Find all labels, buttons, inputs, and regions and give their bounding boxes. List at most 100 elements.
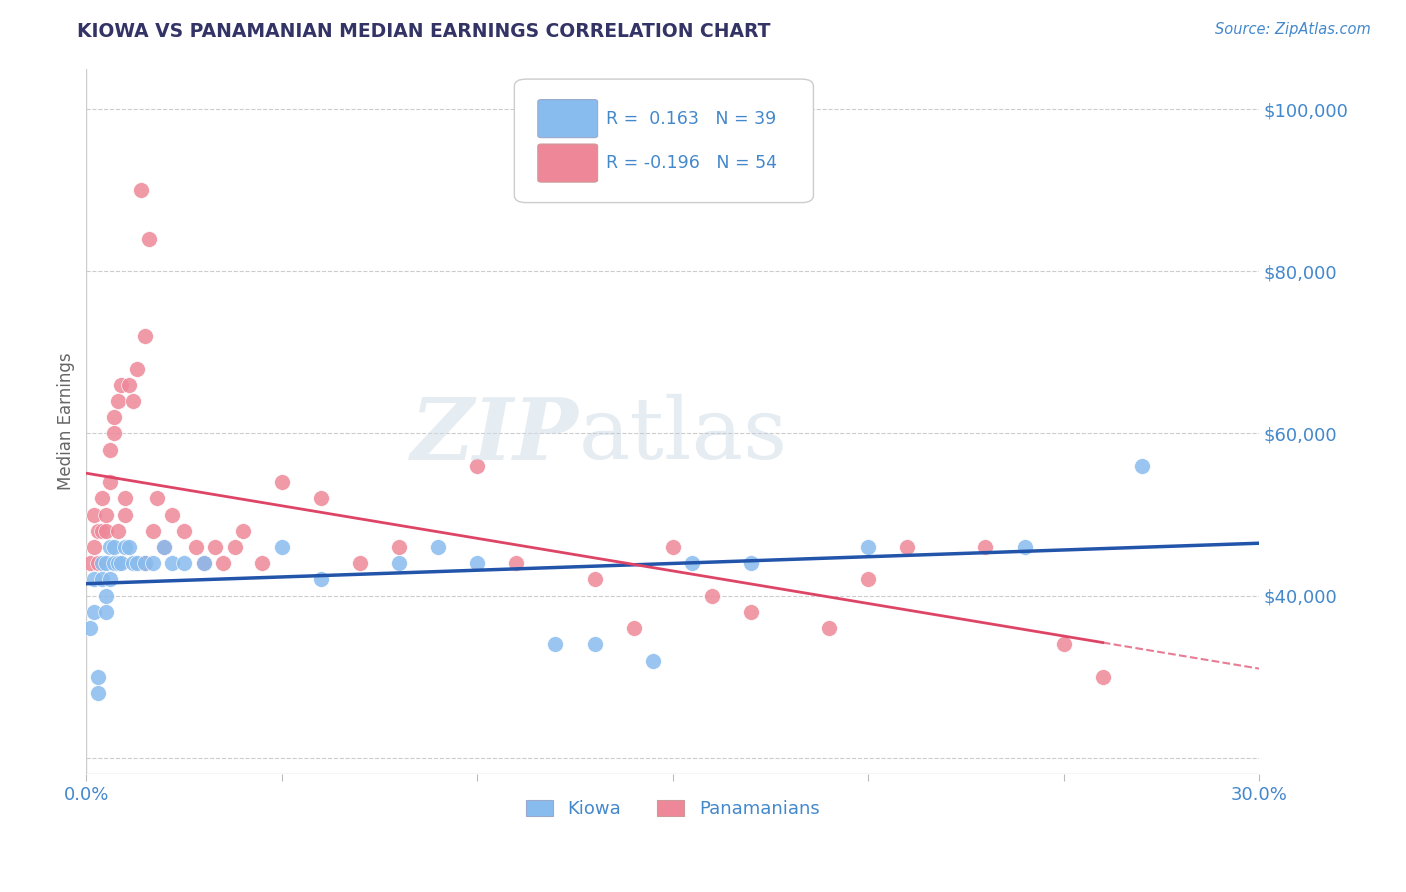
Point (90, 491, 112, 506)
Point (114, 540, 136, 554)
Point (153, 540, 176, 554)
Point (349, 556, 371, 570)
Point (309, 573, 332, 587)
Point (83, 605, 105, 619)
Point (94, 524, 117, 538)
Point (465, 458, 488, 473)
Point (193, 556, 215, 570)
Point (661, 540, 683, 554)
Point (129, 183, 152, 197)
Point (83, 508, 105, 522)
Point (90, 524, 112, 538)
Point (193, 556, 215, 570)
Point (118, 540, 141, 554)
Point (127, 556, 149, 570)
Point (856, 540, 879, 554)
Point (87, 556, 110, 570)
Point (94, 589, 117, 603)
Point (114, 508, 136, 522)
Point (250, 556, 273, 570)
Point (896, 540, 918, 554)
Y-axis label: Median Earnings: Median Earnings (58, 352, 75, 490)
Point (544, 637, 567, 651)
FancyBboxPatch shape (538, 144, 598, 182)
Point (103, 556, 125, 570)
Point (270, 475, 292, 490)
Point (142, 556, 165, 570)
Point (681, 556, 703, 570)
Point (623, 621, 645, 635)
Point (79, 556, 101, 570)
FancyBboxPatch shape (538, 100, 598, 137)
Text: atlas: atlas (579, 394, 787, 477)
Point (818, 621, 841, 635)
Point (107, 394, 129, 409)
Text: Source: ZipAtlas.com: Source: ZipAtlas.com (1215, 22, 1371, 37)
Point (110, 377, 132, 392)
Point (122, 394, 145, 409)
Point (98, 442, 121, 457)
Point (90, 573, 112, 587)
Point (83, 573, 105, 587)
Point (173, 524, 195, 538)
Point (107, 524, 129, 538)
Point (94, 556, 117, 570)
Point (162, 508, 184, 522)
Point (103, 426, 125, 441)
Point (79, 621, 101, 635)
Point (107, 556, 129, 570)
Point (465, 556, 488, 570)
Point (90, 556, 112, 570)
Point (204, 540, 226, 554)
Point (388, 540, 411, 554)
Text: ZIP: ZIP (411, 393, 579, 477)
Point (1014, 540, 1036, 554)
Point (974, 540, 997, 554)
Point (122, 556, 145, 570)
Point (138, 232, 160, 246)
Point (153, 540, 176, 554)
Point (270, 540, 292, 554)
Point (309, 491, 332, 506)
Legend: Kiowa, Panamanians: Kiowa, Panamanians (519, 792, 827, 825)
Point (127, 361, 149, 376)
Point (87, 670, 110, 684)
Point (583, 573, 606, 587)
Point (145, 491, 167, 506)
Point (700, 589, 723, 603)
Point (87, 524, 110, 538)
Point (173, 556, 195, 570)
Text: R = -0.196   N = 54: R = -0.196 N = 54 (606, 154, 778, 172)
Point (118, 377, 141, 392)
Point (94, 605, 117, 619)
Text: R =  0.163   N = 39: R = 0.163 N = 39 (606, 110, 776, 128)
Point (583, 637, 606, 651)
Point (505, 556, 527, 570)
Point (134, 556, 156, 570)
Point (94, 508, 117, 522)
Point (162, 556, 184, 570)
Point (103, 410, 125, 425)
Point (98, 573, 121, 587)
Point (427, 540, 450, 554)
Point (114, 491, 136, 506)
Point (1052, 637, 1074, 651)
Point (740, 556, 762, 570)
Point (87, 686, 110, 700)
Point (740, 605, 762, 619)
Point (103, 540, 125, 554)
Point (232, 524, 254, 538)
Point (1130, 458, 1153, 473)
FancyBboxPatch shape (515, 79, 814, 202)
Point (1091, 670, 1114, 684)
Point (98, 540, 121, 554)
Text: KIOWA VS PANAMANIAN MEDIAN EARNINGS CORRELATION CHART: KIOWA VS PANAMANIAN MEDIAN EARNINGS CORR… (77, 22, 770, 41)
Point (134, 556, 156, 570)
Point (388, 556, 411, 570)
Point (134, 329, 156, 343)
Point (643, 654, 665, 668)
Point (856, 573, 879, 587)
Point (98, 475, 121, 490)
Point (184, 540, 207, 554)
Point (224, 540, 246, 554)
